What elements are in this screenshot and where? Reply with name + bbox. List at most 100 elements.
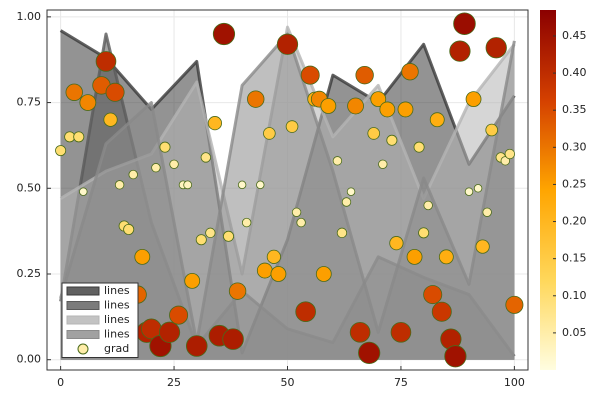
scatter-point (315, 266, 332, 282)
scatter-point (256, 262, 273, 279)
legend-label: lines (104, 284, 130, 297)
scatter-point (355, 65, 374, 85)
scatter-point (505, 295, 524, 314)
scatter-point (285, 120, 299, 133)
scatter-point (151, 163, 161, 173)
scatter-point (332, 156, 343, 166)
scatter-point (449, 40, 471, 62)
scatter-point (347, 97, 364, 115)
scatter-point (263, 127, 276, 140)
scatter-point (296, 217, 306, 228)
scatter-point (228, 282, 247, 300)
y-tick-label: 0.00 (17, 353, 42, 366)
scatter-point (473, 184, 483, 193)
x-tick-label: 100 (504, 376, 525, 389)
scatter-point (413, 141, 425, 153)
scatter-point (266, 249, 281, 264)
x-tick-label: 50 (281, 376, 295, 389)
scatter-point (389, 236, 404, 251)
scatter-point (397, 101, 414, 118)
colorbar-tick-label: 0.45 (562, 29, 587, 42)
colorbar-tick-label: 0.35 (562, 103, 587, 116)
scatter-point (401, 63, 419, 81)
scatter-point (95, 51, 117, 72)
scatter-point (453, 12, 476, 35)
scatter-point (444, 345, 467, 368)
y-tick-label: 1.00 (17, 10, 42, 23)
scatter-point (79, 187, 88, 196)
scatter-point (200, 152, 212, 163)
legend-label: grad (104, 342, 129, 355)
scatter-point (367, 127, 381, 140)
scatter-point (300, 65, 320, 85)
scatter-point (159, 141, 171, 153)
scatter-point (79, 94, 97, 111)
scatter-point (358, 341, 381, 364)
scatter-point (247, 90, 265, 108)
y-tick-label: 0.50 (17, 181, 42, 194)
legend-swatch (66, 301, 100, 310)
scatter-point (475, 239, 490, 254)
scatter-point (207, 116, 222, 131)
scatter-point (105, 82, 125, 102)
scatter-point (65, 83, 83, 101)
legend-swatch (66, 286, 100, 296)
scatter-point (169, 305, 189, 325)
scatter-point (465, 91, 482, 108)
colorbar-tick-label: 0.05 (562, 326, 587, 339)
scatter-point (123, 223, 135, 235)
scatter-point (504, 148, 516, 160)
scatter-point (346, 187, 356, 196)
scatter-point (223, 230, 235, 242)
scatter-point (349, 321, 371, 343)
scatter-point (500, 156, 511, 166)
scatter-point (485, 37, 507, 59)
scatter-point (276, 33, 299, 55)
colorbar-tick-label: 0.10 (562, 289, 587, 302)
scatter-point (341, 197, 352, 207)
series-fill (60, 34, 515, 360)
scatter-point (55, 145, 67, 157)
colorbar-tick-label: 0.25 (562, 177, 587, 190)
scatter-point (64, 131, 76, 143)
scatter-point (237, 180, 247, 190)
legend-marker (77, 343, 89, 355)
plot-frame (46, 9, 529, 371)
x-tick-label: 25 (167, 376, 181, 389)
legend-swatch (66, 315, 100, 325)
scatter-point (169, 159, 179, 169)
scatter-point (379, 101, 396, 118)
scatter-point (183, 180, 193, 190)
scatter-point (103, 112, 118, 127)
scatter-point (429, 112, 445, 128)
y-tick-label: 0.25 (17, 267, 42, 280)
scatter-point (485, 123, 498, 137)
scatter-point (390, 321, 412, 343)
y-tick-label: 0.75 (17, 96, 42, 109)
scatter-point (256, 180, 265, 190)
legend-label: lines (104, 313, 130, 326)
scatter-point (128, 169, 138, 180)
scatter-point (241, 217, 252, 228)
scatter-point (185, 335, 208, 357)
x-tick-label: 75 (394, 376, 408, 389)
legend-label: lines (104, 299, 130, 312)
scatter-point (184, 272, 201, 289)
scatter-point (406, 248, 423, 265)
colorbar (540, 10, 556, 370)
scatter-point (114, 180, 125, 190)
colorbar-tick-label: 0.40 (562, 66, 587, 79)
scatter-point (291, 207, 302, 217)
legend-label: lines (104, 328, 130, 341)
scatter-point (431, 301, 452, 322)
scatter-point (336, 227, 348, 239)
scatter-point (295, 301, 316, 323)
colorbar-tick-label: 0.20 (562, 215, 587, 228)
scatter-point (464, 187, 474, 196)
scatter-point (386, 134, 398, 146)
x-tick-label: 0 (57, 376, 64, 389)
legend-swatch (66, 330, 100, 339)
scatter-point (205, 227, 216, 239)
scatter-point (370, 91, 387, 108)
